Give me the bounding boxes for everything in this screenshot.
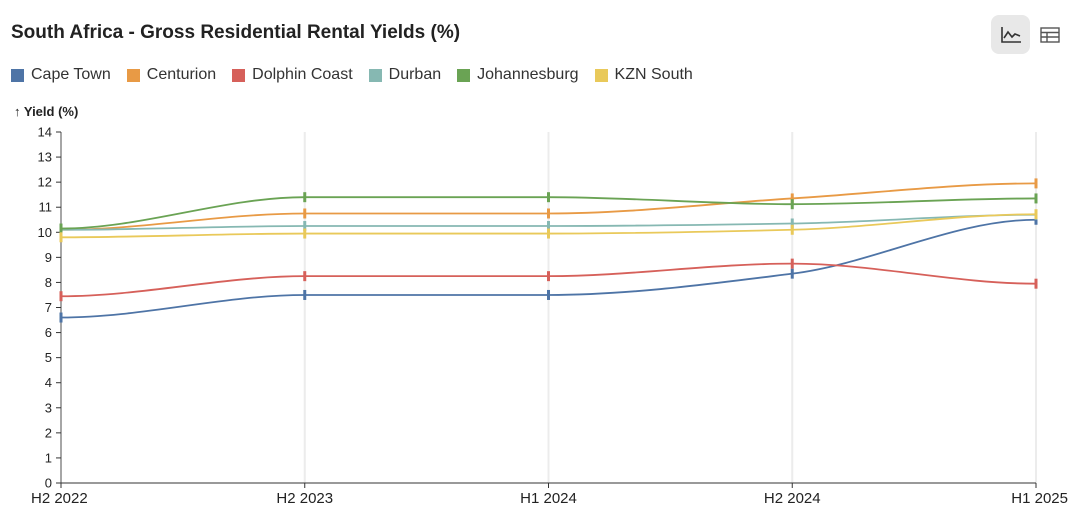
legend-swatch bbox=[594, 68, 608, 82]
chart-view-button[interactable] bbox=[991, 15, 1030, 54]
y-tick-label: 14 bbox=[38, 125, 52, 140]
legend-item[interactable]: Durban bbox=[368, 66, 442, 84]
chart-title: South Africa - Gross Residential Rental … bbox=[11, 22, 461, 43]
legend-item[interactable]: Cape Town bbox=[11, 66, 111, 84]
legend-swatch bbox=[11, 68, 24, 82]
x-tick-label: H2 2022 bbox=[31, 490, 88, 507]
legend: Cape Town Centurion Dolphin Coast Durban Joh… bbox=[11, 66, 693, 84]
legend-item[interactable]: Centurion bbox=[126, 66, 217, 84]
table-view-button[interactable] bbox=[1032, 15, 1068, 54]
y-axis-label: ↑ Yield (%) bbox=[14, 104, 79, 119]
legend-item[interactable]: KZN South bbox=[594, 66, 693, 84]
y-tick-label: 3 bbox=[45, 400, 52, 415]
line-chart-icon bbox=[1000, 26, 1021, 43]
legend-item[interactable]: Dolphin Coast bbox=[232, 66, 353, 84]
legend-swatch bbox=[232, 68, 246, 82]
y-tick-label: 2 bbox=[45, 425, 52, 440]
table-icon bbox=[1040, 26, 1060, 43]
y-tick-label: 11 bbox=[39, 200, 53, 215]
y-tick-label: 10 bbox=[38, 225, 52, 240]
legend-label: KZN South bbox=[614, 66, 693, 83]
legend-label: Johannesburg bbox=[477, 66, 579, 83]
x-tick-label: H2 2024 bbox=[764, 490, 821, 507]
y-tick-label: 12 bbox=[38, 175, 52, 190]
legend-swatch bbox=[457, 68, 471, 82]
legend-label: Cape Town bbox=[31, 66, 111, 83]
x-tick-label: H1 2025 bbox=[1011, 490, 1068, 507]
x-tick-label: H2 2023 bbox=[276, 490, 333, 507]
y-tick-label: 9 bbox=[45, 250, 52, 265]
legend-item[interactable]: Johannesburg bbox=[457, 66, 579, 84]
y-tick-label: 0 bbox=[45, 476, 52, 491]
legend-swatch bbox=[126, 68, 140, 82]
legend-label: Durban bbox=[388, 66, 442, 83]
y-tick-label: 13 bbox=[38, 150, 52, 165]
x-tick-label: H1 2024 bbox=[520, 490, 577, 507]
y-tick-label: 6 bbox=[45, 325, 52, 340]
y-tick-label: 7 bbox=[45, 300, 52, 315]
y-tick-label: 5 bbox=[45, 350, 52, 365]
y-tick-label: 1 bbox=[45, 450, 52, 465]
legend-label: Dolphin Coast bbox=[252, 66, 353, 83]
y-tick-label: 8 bbox=[45, 275, 52, 290]
legend-swatch bbox=[368, 68, 382, 82]
y-tick-label: 4 bbox=[45, 375, 52, 390]
legend-label: Centurion bbox=[146, 66, 217, 83]
